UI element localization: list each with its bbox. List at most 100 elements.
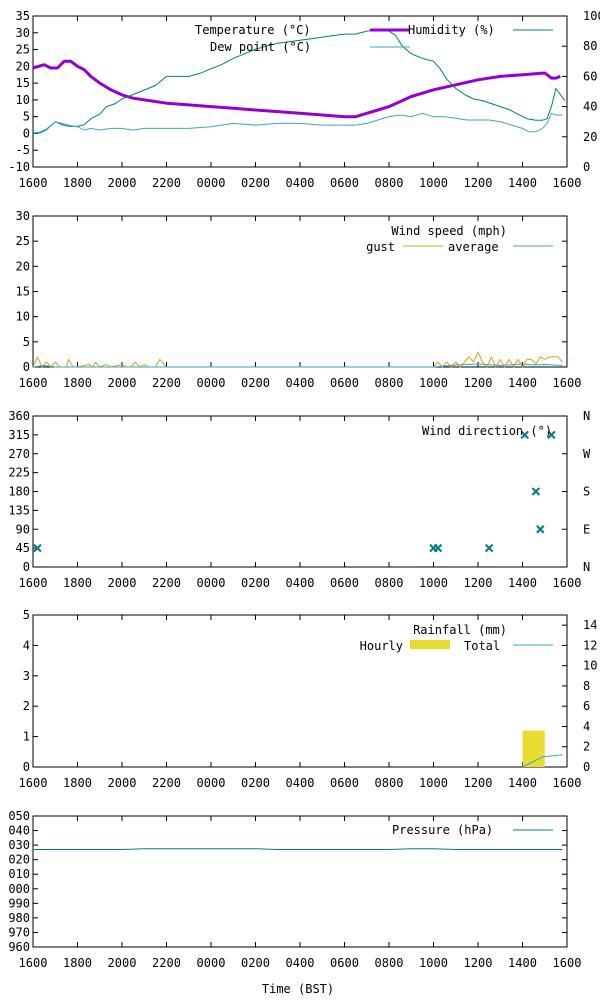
y-tick-label: 315: [8, 428, 30, 442]
wind-speed-panel: 1600 1800 2000 2200 0000 0200 0400 0600 0800 1000…: [16, 209, 582, 390]
wind-direction-panel: 1600 1800 2000 2200 0000 0200 0400 0600 0800 1000…: [8, 409, 591, 590]
legend-label: Total: [464, 639, 500, 653]
x-tick-label: 1800: [63, 576, 92, 590]
y-tick-label-right: 8: [583, 679, 590, 693]
x-tick-label: 1000: [419, 376, 448, 390]
x-tick-label: 0600: [330, 956, 359, 970]
legend-label: Temperature (°C): [195, 23, 311, 37]
x-tick-label: 1400: [508, 956, 537, 970]
x-tick-label: 1600: [553, 956, 582, 970]
legend-label: gust: [366, 240, 395, 254]
pressure-line: [33, 848, 563, 850]
y-tick-label: 35: [16, 9, 30, 23]
x-tick-label: 0600: [330, 576, 359, 590]
y-tick-label: 10: [16, 310, 30, 324]
y-tick-label: 90: [16, 522, 30, 536]
y-tick-label: 30: [16, 26, 30, 40]
x-tick-label: 1600: [19, 176, 48, 190]
x-tick-label: 0400: [286, 956, 315, 970]
direction-point: [433, 543, 443, 553]
y-tick-label-right: 4: [583, 719, 590, 733]
x-tick-label: 0000: [197, 376, 226, 390]
y-tick-label: 010: [8, 867, 30, 881]
x-tick-label: 0000: [197, 576, 226, 590]
x-tick-label: 1200: [464, 376, 493, 390]
y-tick-label: 970: [8, 925, 30, 939]
x-tick-label: 2200: [152, 176, 181, 190]
x-tick-label: 0800: [375, 576, 404, 590]
x-tick-label: 0200: [241, 176, 270, 190]
y-tick-label: 0: [23, 760, 30, 774]
y-tick-label: 270: [8, 447, 30, 461]
x-tick-label: 1600: [19, 956, 48, 970]
x-tick-label: 2200: [152, 776, 181, 790]
x-tick-label: 0600: [330, 176, 359, 190]
x-tick-label: 1800: [63, 956, 92, 970]
x-tick-label: 1400: [508, 176, 537, 190]
y-tick-label-right: E: [583, 522, 590, 536]
plot-frame: [32, 215, 568, 368]
x-tick-label: 0400: [286, 176, 315, 190]
x-tick-label: 1600: [19, 376, 48, 390]
y-tick-label: 30: [16, 209, 30, 223]
x-tick-label: 2000: [108, 376, 137, 390]
x-tick-label: 0200: [241, 376, 270, 390]
x-tick-label: 0200: [241, 576, 270, 590]
y-tick-label: 2: [23, 699, 30, 713]
x-tick-label: 0000: [197, 956, 226, 970]
x-tick-label: 0000: [197, 176, 226, 190]
direction-point: [536, 525, 545, 534]
chart-title: Wind speed (mph): [391, 224, 507, 238]
x-tick-label: 1600: [553, 576, 582, 590]
y-tick-label: 20: [16, 59, 30, 73]
series-line-average: [32, 363, 563, 368]
x-tick-label: 1000: [419, 776, 448, 790]
x-tick-label: 2000: [108, 576, 137, 590]
y-tick-label: 020: [8, 853, 30, 867]
x-tick-label: 0000: [197, 776, 226, 790]
y-tick-label-right: 80: [583, 39, 597, 53]
y-tick-label: 1: [23, 730, 30, 744]
y-tick-label: 15: [16, 285, 30, 299]
y-tick-label: 20: [16, 259, 30, 273]
chart-title: Pressure (hPa): [392, 823, 493, 837]
x-tick-label: 1800: [63, 376, 92, 390]
y-tick-label: 180: [8, 485, 30, 499]
y-tick-label-right: N: [583, 560, 590, 574]
x-tick-label: 1000: [419, 176, 448, 190]
y-tick-label: 135: [8, 503, 30, 517]
x-tick-label: 0400: [286, 576, 315, 590]
y-tick-label: -5: [16, 143, 30, 157]
y-tick-label: -10: [8, 160, 30, 174]
y-tick-label: 030: [8, 838, 30, 852]
y-tick-label-right: 0: [583, 160, 590, 174]
x-tick-label: 1600: [553, 376, 582, 390]
y-tick-label-right: 10: [583, 659, 597, 673]
x-tick-label: 0800: [375, 376, 404, 390]
y-tick-label-right: 0: [583, 760, 590, 774]
legend-swatch-hourly: [410, 640, 450, 649]
y-tick-label: 5: [23, 335, 30, 349]
y-tick-label: 990: [8, 896, 30, 910]
y-tick-label: 25: [16, 43, 30, 57]
x-tick-label: 1600: [553, 176, 582, 190]
y-tick-label: 45: [16, 541, 30, 555]
x-tick-label: 1200: [464, 776, 493, 790]
y-tick-label-right: W: [583, 447, 591, 461]
series-line-0: [32, 59, 561, 119]
y-tick-label: 960: [8, 940, 30, 954]
y-tick-label-right: 12: [583, 638, 597, 652]
plot-frame: [32, 614, 568, 768]
x-tick-label: 2200: [152, 576, 181, 590]
direction-point: [547, 430, 556, 440]
x-tick-label: 2000: [108, 956, 137, 970]
y-tick-label-right: 60: [583, 69, 597, 83]
legend-label: Humidity (%): [408, 23, 495, 37]
x-tick-label: 1400: [508, 376, 537, 390]
x-tick-label: 2000: [108, 176, 137, 190]
x-tick-label: 1600: [19, 576, 48, 590]
y-tick-label: 040: [8, 824, 30, 838]
y-tick-label-right: S: [583, 485, 590, 499]
y-tick-label: 000: [8, 882, 30, 896]
x-tick-label: 1200: [464, 576, 493, 590]
